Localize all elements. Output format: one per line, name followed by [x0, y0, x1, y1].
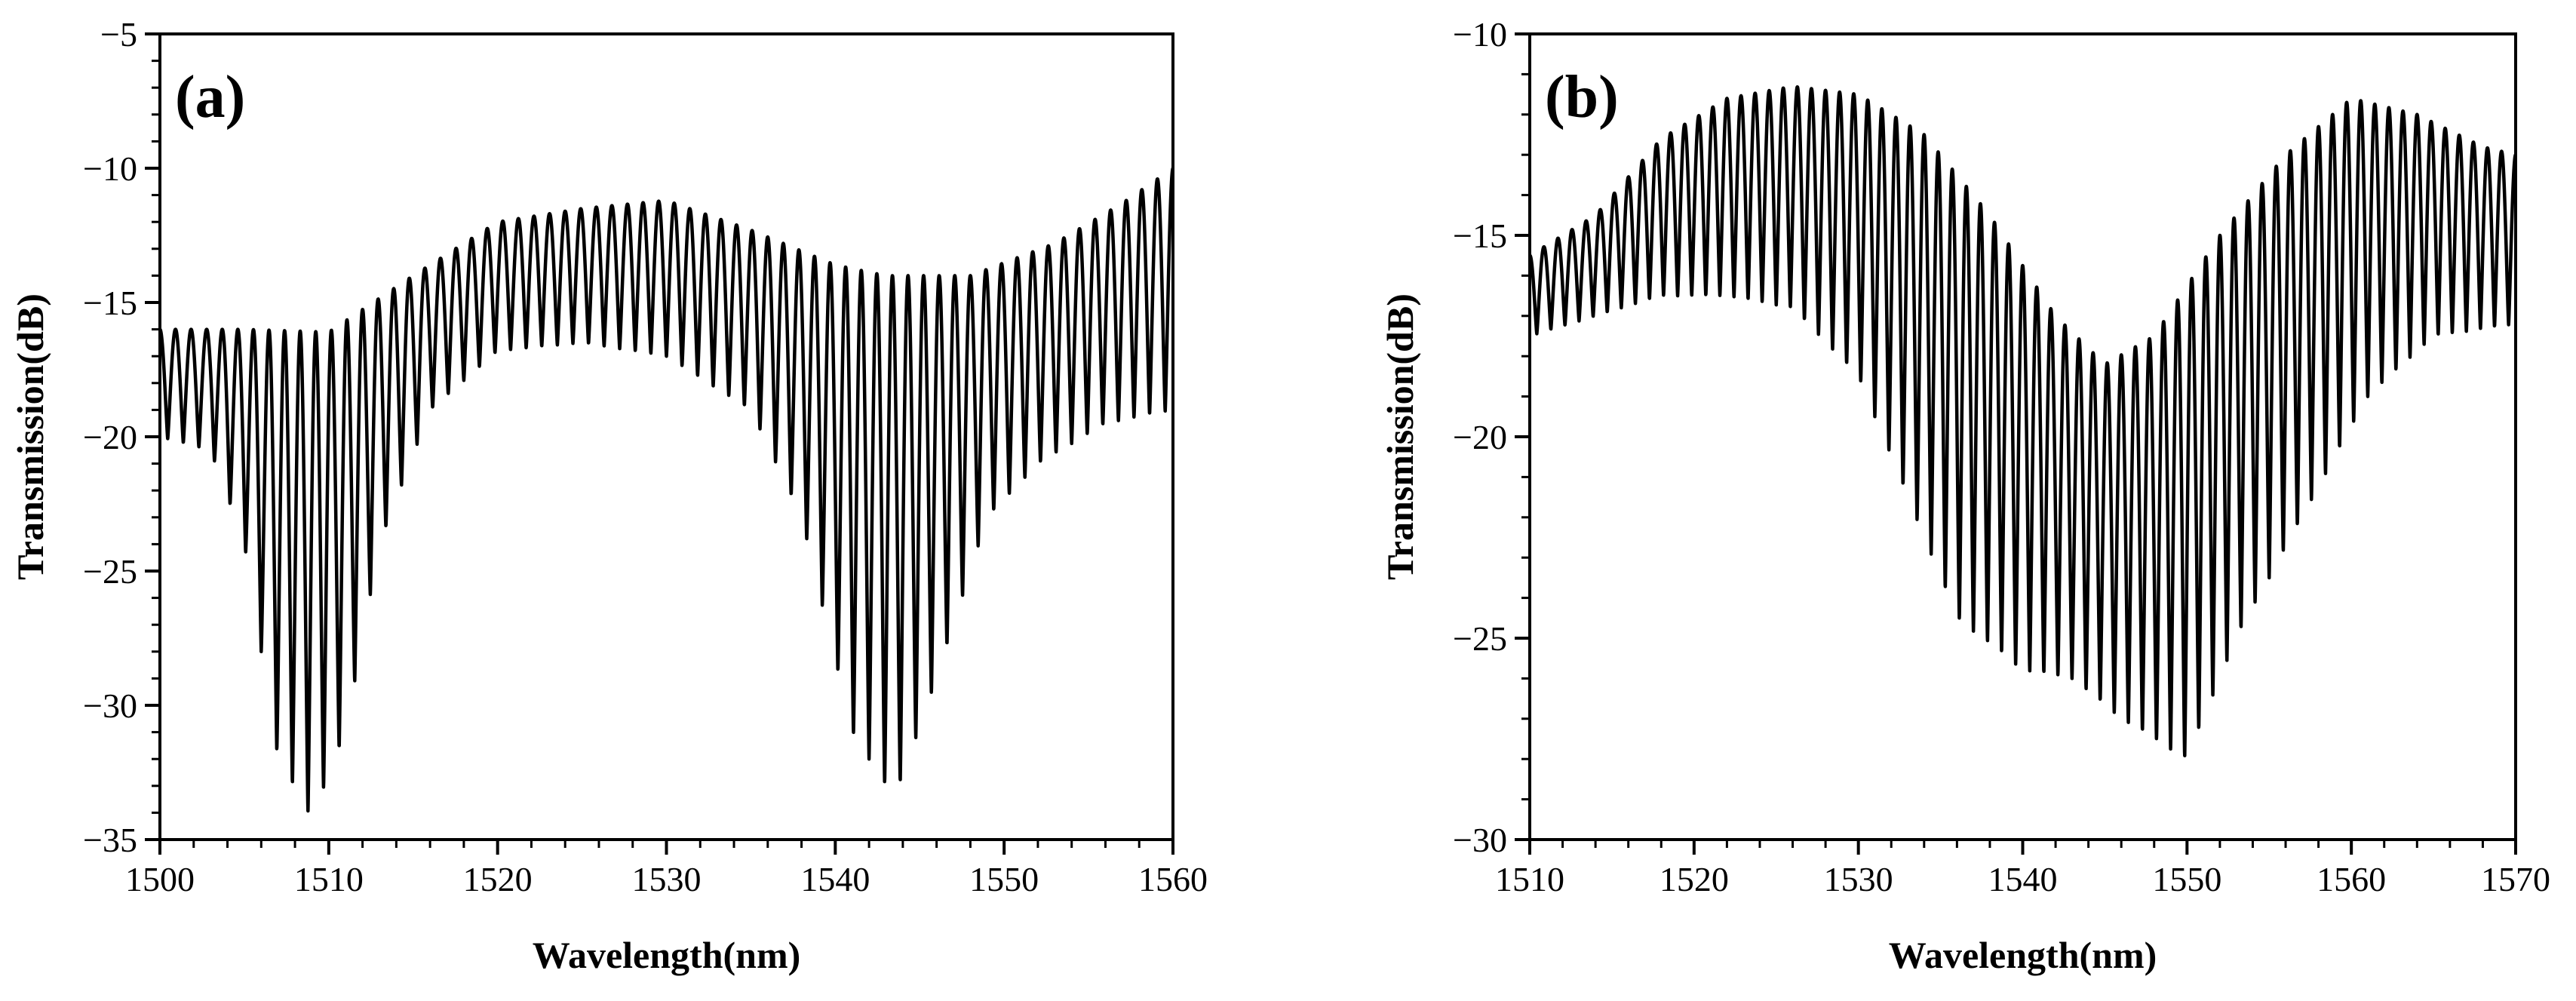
chart0.transmission-series-line	[158, 167, 1175, 813]
chart0.x-tick-label: 1530	[632, 860, 702, 898]
chart1.y-tick-label: −30	[1453, 821, 1507, 859]
chart1.y-tick-label: −20	[1453, 418, 1507, 456]
chart1.transmission-series-line	[1527, 84, 2518, 757]
chart0.x-tick-label: 1510	[294, 860, 364, 898]
chart0.x-tick-label: 1520	[463, 860, 533, 898]
chart0.x-tick-label: 1560	[1138, 860, 1208, 898]
chart0.y-tick-label: −15	[83, 284, 137, 322]
chart1.x-tick-label: 1520	[1660, 860, 1729, 898]
chart1.x-tick-label: 1570	[2481, 860, 2550, 898]
panel-a: −35 −30 −25 −20 −15 −10 −5 1500 1510 1520 1530 1540…	[9, 15, 1208, 976]
chart1.x-tick-label: 1530	[1824, 860, 1893, 898]
chart1.plot-frame	[1528, 32, 2517, 841]
chart0.panel-label: (a)	[175, 64, 245, 130]
chart0.y-tick-label: −25	[83, 552, 137, 591]
chart1.y-axis-title: Transmission(dB)	[1379, 293, 1421, 580]
chart0.y-tick-label: −30	[83, 686, 137, 725]
chart1.y-tick-label: −25	[1453, 619, 1507, 658]
chart0.x-tick-label: 1500	[125, 860, 195, 898]
chart0.y-tick-label: −10	[83, 149, 137, 188]
panel-b: −30 −25 −20 −15 −10 1510 1520 1530 1540 1550 1560 1…	[1379, 15, 2550, 976]
chart1.x-tick-label: 1510	[1495, 860, 1564, 898]
chart0.y-axis-title: Transmission(dB)	[9, 293, 51, 580]
chart0.y-tick-label: −20	[83, 418, 137, 456]
chart1.y-tick-label: −10	[1453, 15, 1507, 54]
chart0.x-axis-title: Wavelength(nm)	[533, 934, 801, 976]
chart1.x-axis-title: Wavelength(nm)	[1889, 934, 2157, 976]
chart0.y-tick-label: −5	[100, 15, 137, 54]
chart1.y-tick-label: −15	[1453, 216, 1507, 255]
chart0.y-tick-label: −35	[83, 821, 137, 859]
chart0.x-tick-label: 1540	[800, 860, 870, 898]
chart1.x-tick-label: 1540	[1988, 860, 2058, 898]
chart0.x-tick-label: 1550	[969, 860, 1039, 898]
chart1.panel-label: (b)	[1545, 64, 1619, 130]
chart1.x-tick-label: 1560	[2317, 860, 2386, 898]
chart1.x-tick-label: 1550	[2152, 860, 2221, 898]
